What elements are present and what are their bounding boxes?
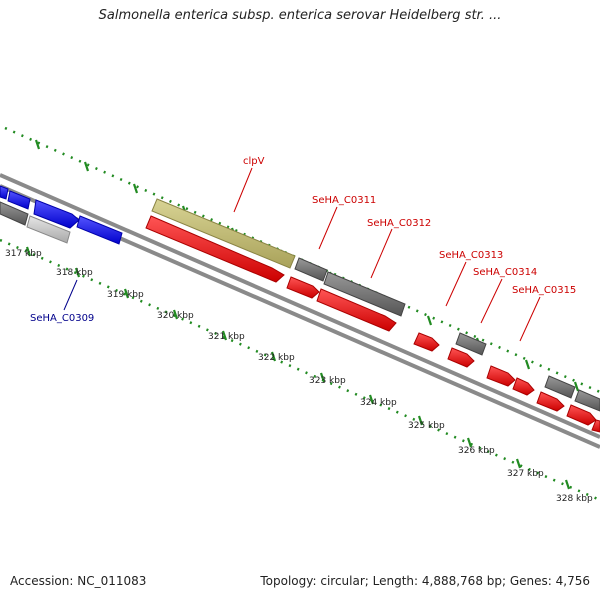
- scale-label: 323 kbp: [309, 376, 346, 386]
- scale-label: 320 kbp: [157, 311, 194, 321]
- cds-red: [566, 404, 597, 426]
- gene-label-SeHA_C0314: SeHA_C0314: [473, 267, 537, 278]
- gene-label-SeHA_C0312: SeHA_C0312: [367, 218, 431, 229]
- cds-light: [26, 215, 71, 244]
- scale-label: 325 kbp: [408, 421, 445, 431]
- gene-labels: clpV SeHA_C0311 SeHA_C0312 SeHA_C0313 Se…: [30, 156, 576, 324]
- accession-text: Accession: NC_011083: [10, 574, 147, 588]
- scale-label: 328 kbp: [556, 494, 593, 504]
- scale-label: 327 kbp: [507, 469, 544, 479]
- genome-stats-text: Topology: circular; Length: 4,888,768 bp…: [260, 574, 590, 588]
- inner-tick-track: [0, 238, 600, 502]
- inner-major-ticks: [25, 246, 571, 490]
- scale-label: 326 kbp: [458, 446, 495, 456]
- cds-clpV: [151, 198, 296, 269]
- cds-blue: [76, 215, 123, 245]
- cds-blue: [0, 185, 9, 200]
- cds-red: [486, 365, 516, 387]
- backbone-outer: [0, 173, 600, 439]
- gene-label-SeHA_C0313: SeHA_C0313: [439, 250, 503, 261]
- scale-label: 318 kbp: [56, 268, 93, 278]
- gene-label-SeHA_C0309: SeHA_C0309: [30, 313, 94, 324]
- map-title: Salmonella enterica subsp. enterica sero…: [98, 8, 502, 23]
- gene-label-SeHA_C0311: SeHA_C0311: [312, 195, 376, 206]
- feature-track: [0, 185, 600, 433]
- cds-grey: [294, 257, 328, 282]
- scale-label: 322 kbp: [258, 353, 295, 363]
- scale-label: 321 kbp: [208, 332, 245, 342]
- gene-label-clpV: clpV: [243, 156, 265, 167]
- cds-red: [512, 377, 535, 396]
- cds-red: [536, 391, 565, 412]
- label-leaders: [63, 167, 541, 342]
- gene-label-SeHA_C0315: SeHA_C0315: [512, 285, 576, 296]
- cds-grey: [574, 389, 600, 412]
- cds-red: [316, 288, 397, 332]
- cds-red: [286, 276, 320, 299]
- scale-labels: 317 kbp 318 kbp 319 kbp 320 kbp 321 kbp …: [5, 249, 593, 504]
- cds-grey: [323, 271, 406, 317]
- scale-label: 324 kbp: [360, 398, 397, 408]
- cds-grey: [544, 375, 576, 399]
- cds-grey: [0, 201, 29, 226]
- cds-red: [447, 347, 475, 368]
- cds-blue: [7, 190, 31, 210]
- cds-red: [413, 332, 440, 352]
- cds-grey: [455, 332, 487, 356]
- cds-red: [145, 215, 285, 283]
- cds-blue: [33, 199, 80, 229]
- scale-label: 317 kbp: [5, 249, 42, 259]
- cds-red: [591, 419, 600, 433]
- scale-label: 319 kbp: [107, 290, 144, 300]
